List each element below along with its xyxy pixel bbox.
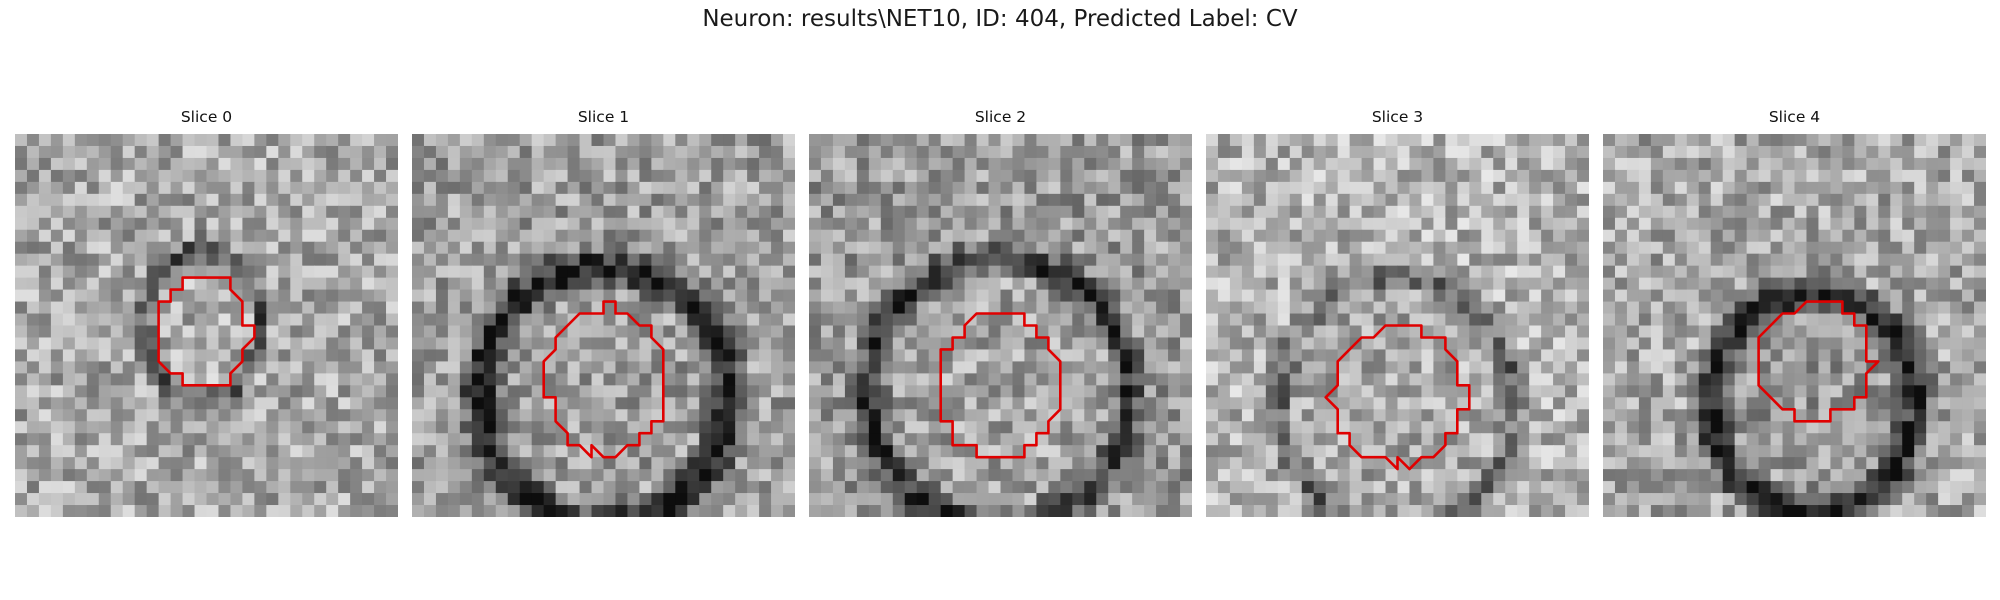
slice-title: Slice 2 [809, 108, 1192, 126]
slice-image [1206, 134, 1589, 517]
slice-title: Slice 4 [1603, 108, 1986, 126]
slice-title: Slice 3 [1206, 108, 1589, 126]
slice-image [412, 134, 795, 517]
slice-title: Slice 0 [15, 108, 398, 126]
slice-title: Slice 1 [412, 108, 795, 126]
image-pixels [809, 134, 1192, 517]
slice-image [1603, 134, 1986, 517]
image-pixels [1603, 134, 1986, 517]
image-pixels [412, 134, 795, 517]
slice-image [15, 134, 398, 517]
figure-title: Neuron: results\NET10, ID: 404, Predicte… [0, 6, 2000, 32]
image-pixels [15, 134, 398, 517]
slice-image [809, 134, 1192, 517]
